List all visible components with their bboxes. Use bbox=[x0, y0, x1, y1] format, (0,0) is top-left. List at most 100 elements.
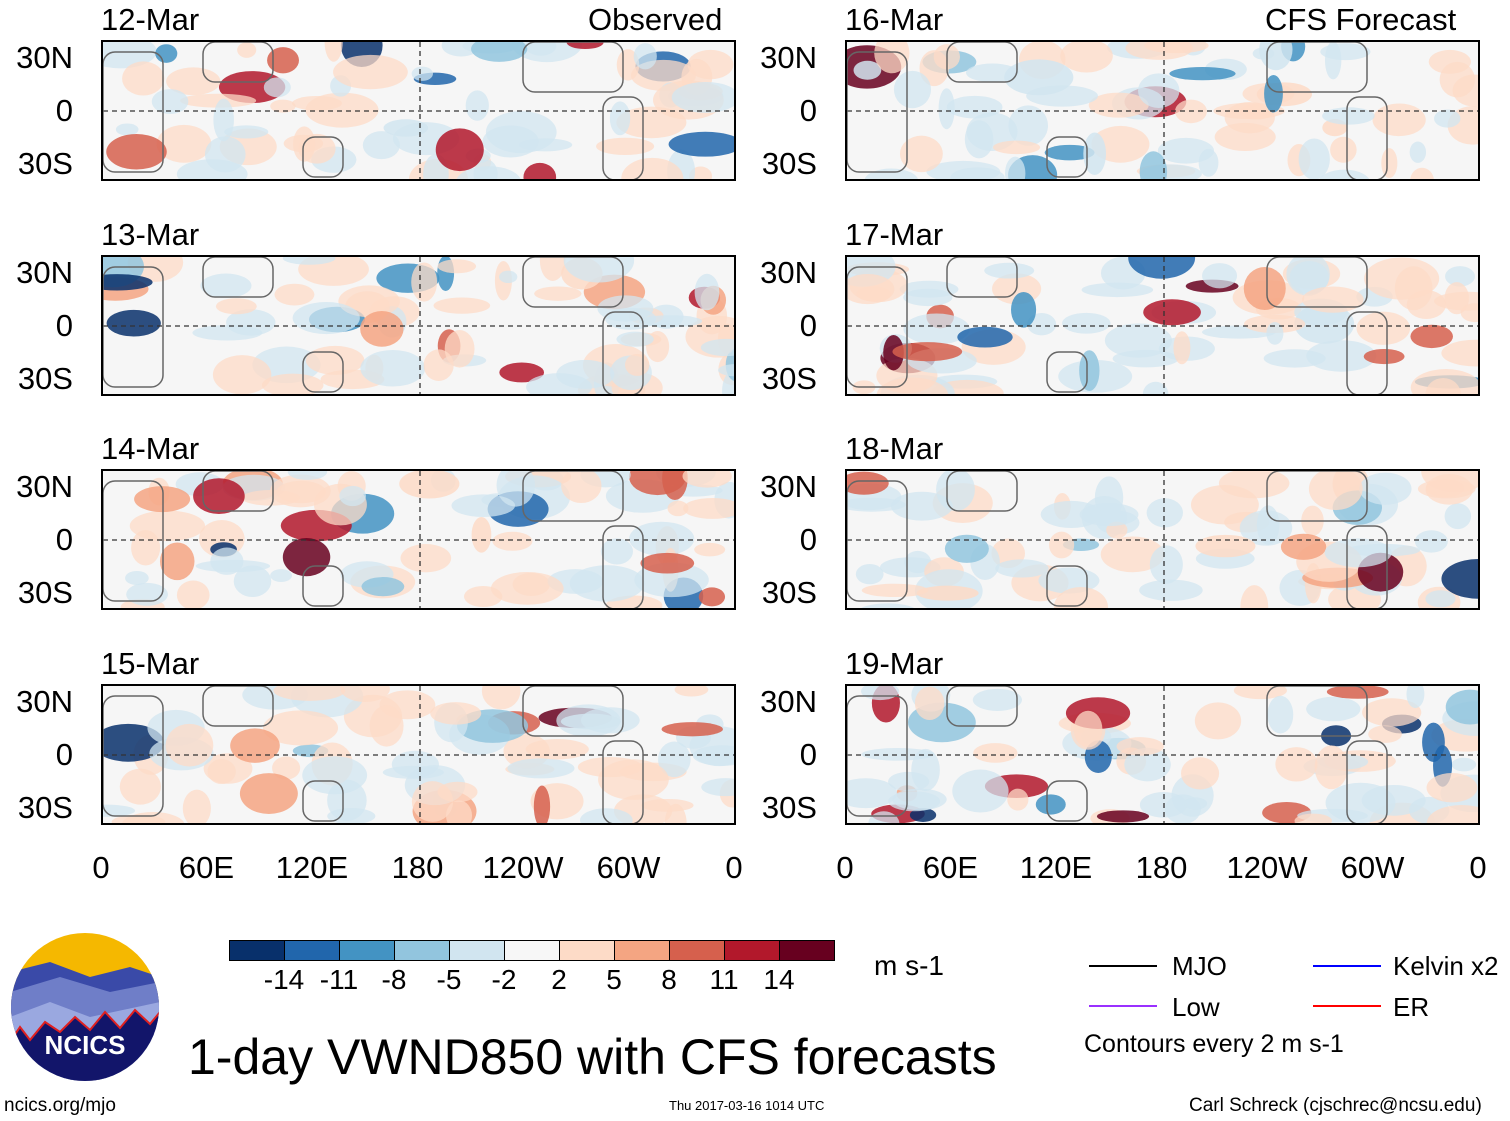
anomaly-region bbox=[992, 140, 1041, 155]
ncics-logo: NCICS bbox=[11, 933, 159, 1081]
anomaly-region bbox=[641, 798, 694, 812]
anomaly-region bbox=[855, 564, 884, 585]
panel-date: 17-Mar bbox=[845, 217, 944, 252]
lat-label: 30S bbox=[761, 361, 817, 396]
anomaly-region bbox=[362, 131, 400, 160]
anomaly-region bbox=[1426, 804, 1478, 823]
anomaly-region bbox=[664, 803, 687, 823]
anomaly-region bbox=[596, 137, 655, 155]
anomaly-region bbox=[1143, 299, 1201, 326]
anomaly-region bbox=[1306, 696, 1361, 722]
lon-label: 180 bbox=[391, 850, 444, 885]
anomaly-region bbox=[1406, 686, 1425, 709]
anomaly-region bbox=[1319, 169, 1370, 179]
lat-label: 30S bbox=[17, 575, 73, 610]
anomaly-region bbox=[305, 345, 365, 375]
lat-label: 30N bbox=[760, 40, 817, 75]
anomaly-region bbox=[1280, 533, 1327, 560]
colorbar-swatch bbox=[779, 940, 835, 961]
lon-label: 0 bbox=[1469, 850, 1487, 885]
coastline bbox=[847, 266, 908, 388]
anomaly-region bbox=[106, 133, 167, 170]
lon-label: 60E bbox=[178, 850, 235, 885]
colorbar-label: 2 bbox=[551, 964, 567, 995]
anomaly-region bbox=[339, 485, 366, 507]
coastline bbox=[302, 136, 344, 178]
anomaly-region bbox=[916, 585, 979, 601]
anomaly-region bbox=[938, 88, 955, 130]
anomaly-region bbox=[451, 494, 516, 517]
lat-label: 30N bbox=[760, 684, 817, 719]
anomaly-region bbox=[683, 497, 734, 519]
anomaly-region bbox=[1060, 42, 1113, 73]
anomaly-region bbox=[292, 301, 360, 335]
anomaly-region bbox=[864, 168, 918, 179]
footer-author: Carl Schreck (cjschrec@ncsu.edu) bbox=[1189, 1095, 1482, 1116]
anomaly-region bbox=[230, 728, 280, 763]
anomaly-region bbox=[629, 471, 686, 496]
anomaly-region bbox=[1243, 266, 1286, 310]
anomaly-region bbox=[233, 565, 272, 598]
anomaly-region bbox=[525, 42, 557, 56]
anomaly-region bbox=[1324, 538, 1392, 568]
map-panel bbox=[845, 469, 1480, 610]
anomaly-region bbox=[1326, 686, 1389, 699]
anomaly-region bbox=[1081, 282, 1154, 298]
anomaly-region bbox=[193, 478, 245, 514]
map-panel bbox=[845, 684, 1480, 825]
kelvin-line bbox=[1313, 965, 1381, 967]
anomaly-region bbox=[490, 572, 564, 605]
anomaly-region bbox=[1434, 109, 1461, 128]
anomaly-region bbox=[893, 70, 932, 109]
anomaly-region bbox=[1439, 61, 1475, 98]
coastline bbox=[202, 686, 274, 727]
anomaly-region bbox=[263, 77, 291, 98]
anomaly-region bbox=[166, 67, 221, 96]
lon-label: 120E bbox=[275, 850, 349, 885]
anomaly-region bbox=[972, 688, 1022, 711]
anomaly-region bbox=[1173, 331, 1191, 365]
anomaly-region bbox=[210, 547, 244, 575]
anomaly-region bbox=[239, 773, 298, 814]
anomaly-region bbox=[156, 124, 212, 163]
lat-label: 0 bbox=[55, 93, 73, 128]
anomaly-region bbox=[1146, 498, 1183, 528]
anomaly-region bbox=[125, 570, 149, 586]
anomaly-region bbox=[909, 808, 937, 822]
anomaly-region bbox=[1325, 782, 1396, 823]
colorbar-units: m s-1 bbox=[874, 950, 944, 981]
map-panel bbox=[101, 469, 736, 610]
colorbar-swatch bbox=[559, 940, 615, 961]
footer-url[interactable]: ncics.org/mjo bbox=[4, 1095, 116, 1116]
anomaly-region bbox=[507, 758, 575, 779]
anomaly-region bbox=[361, 577, 405, 597]
lat-label: 30N bbox=[760, 255, 817, 290]
anomaly-region bbox=[1289, 261, 1330, 295]
colorbar-label: 5 bbox=[606, 964, 622, 995]
anomaly-region bbox=[936, 471, 975, 512]
coastline bbox=[1046, 780, 1088, 822]
lat-label: 0 bbox=[55, 308, 73, 343]
coastline bbox=[847, 695, 908, 817]
anomaly-region bbox=[430, 702, 482, 725]
anomaly-region bbox=[667, 500, 689, 517]
anomaly-region bbox=[580, 808, 633, 823]
anomaly-region bbox=[1149, 545, 1183, 584]
anomaly-region bbox=[1409, 141, 1427, 163]
panel-date: 18-Mar bbox=[845, 431, 944, 466]
anomaly-region bbox=[267, 47, 299, 74]
anomaly-region bbox=[561, 471, 602, 504]
anomaly-region bbox=[399, 471, 460, 499]
anomaly-region bbox=[847, 274, 895, 305]
anomaly-region bbox=[694, 273, 720, 311]
anomaly-region bbox=[1359, 472, 1412, 505]
anomaly-region bbox=[1298, 138, 1330, 179]
anomaly-region bbox=[1266, 321, 1284, 345]
anomaly-region bbox=[492, 531, 533, 551]
anomaly-region bbox=[333, 54, 408, 90]
anomaly-region bbox=[212, 355, 272, 394]
anomaly-region bbox=[1139, 579, 1203, 601]
anomaly-region bbox=[534, 286, 582, 301]
coastline bbox=[522, 257, 624, 308]
logo-text: NCICS bbox=[45, 1030, 126, 1060]
